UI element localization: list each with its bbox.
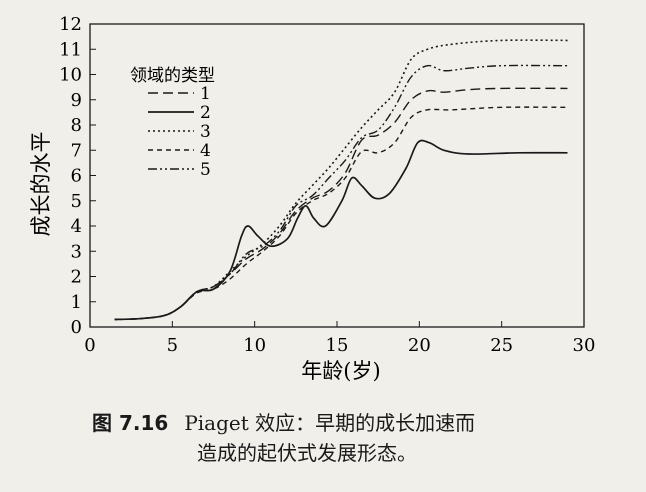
y-tick-label: 11 — [59, 39, 82, 60]
y-tick-label: 3 — [71, 241, 82, 262]
x-tick-label: 30 — [573, 335, 596, 356]
y-tick-label: 12 — [59, 14, 82, 35]
series-line-3 — [114, 39, 568, 321]
y-tick-label: 1 — [71, 292, 82, 313]
x-tick-label: 10 — [243, 335, 266, 356]
series-line-4 — [114, 106, 568, 321]
series-line-1 — [114, 87, 568, 321]
x-tick-label: 25 — [490, 335, 513, 356]
y-tick-label: 10 — [59, 65, 82, 86]
caption-line-1: Piaget 效应：早期的成长加速而 — [184, 411, 476, 435]
y-tick-label: 5 — [71, 191, 82, 212]
legend-label-4: 4 — [200, 141, 211, 161]
x-tick-label: 20 — [408, 335, 431, 356]
y-tick-label: 4 — [71, 216, 82, 237]
figure-number: 图 7.16 — [92, 411, 169, 435]
x-tick-label: 5 — [167, 335, 178, 356]
legend-label-1: 1 — [200, 84, 211, 104]
x-tick-label: 15 — [326, 335, 349, 356]
y-tick-label: 8 — [71, 115, 82, 136]
x-tick-label: 0 — [84, 335, 95, 356]
legend-label-3: 3 — [200, 122, 211, 142]
legend-title: 领域的类型 — [130, 66, 215, 86]
y-tick-label: 6 — [71, 166, 82, 187]
series-line-2 — [114, 139, 568, 321]
chart-series — [114, 39, 568, 321]
y-axis-label: 成长的水平 — [29, 132, 53, 237]
y-tick-label: 2 — [71, 267, 82, 288]
caption-line-2: 造成的起伏式发展形态。 — [197, 441, 417, 465]
series-line-5 — [114, 64, 568, 321]
y-tick-label: 7 — [71, 140, 82, 161]
figure-caption: 图 7.16 Piaget 效应：早期的成长加速而 造成的起伏式发展形态。 — [92, 408, 612, 468]
legend-label-2: 2 — [200, 103, 211, 123]
y-tick-label: 9 — [71, 90, 82, 111]
legend-label-5: 5 — [200, 160, 211, 180]
x-axis-label: 年龄(岁) — [301, 359, 380, 383]
y-tick-label: 0 — [71, 317, 82, 338]
